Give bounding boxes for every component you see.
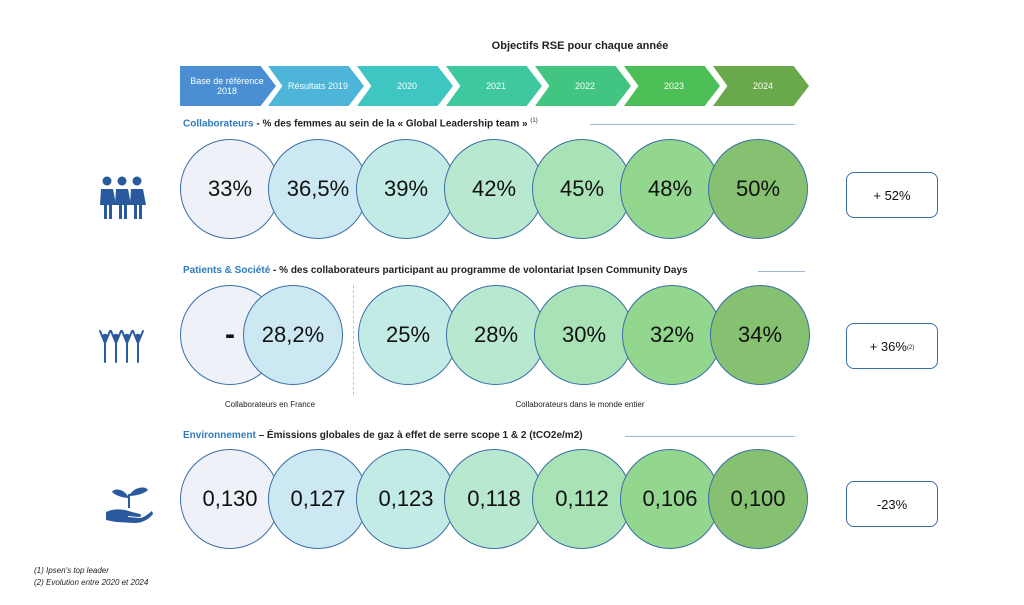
value-circle-2018: 0,130: [180, 449, 280, 549]
goals-title: Objectifs RSE pour chaque année: [491, 40, 669, 52]
value-circle-2021: 0,118: [444, 449, 544, 549]
section-description: - % des collaborateurs participant au pr…: [270, 265, 688, 276]
value-circle-2019: 28,2%: [243, 285, 343, 385]
value-circle-2023: 48%: [620, 139, 720, 239]
result-box-collaborateurs: + 52%: [846, 172, 938, 218]
footnote-ref: (2): [906, 345, 915, 351]
value-circle-2021: 42%: [444, 139, 544, 239]
caption-france: Collaborateurs en France: [224, 400, 316, 409]
section-title-collaborateurs: Collaborateurs - % des femmes au sein de…: [183, 118, 538, 129]
value-circle-2019: 36,5%: [268, 139, 368, 239]
value-circle-2019: 0,127: [268, 449, 368, 549]
footnote-2: (2) Evolution entre 2020 et 2024: [34, 578, 149, 587]
section-category: Collaborateurs: [183, 118, 254, 130]
value-circle-2020: 39%: [356, 139, 456, 239]
section-category: Environnement: [183, 430, 256, 441]
section-description: – Émissions globales de gaz à effet de s…: [255, 430, 583, 441]
value-circle-2022: 45%: [532, 139, 632, 239]
caption-worldwide: Collaborateurs dans le monde entier: [515, 400, 645, 409]
value-circle-2024: 34%: [710, 285, 810, 385]
chevron-2023: 2023: [624, 66, 720, 106]
section-rule: [758, 271, 805, 272]
value-circle-2023: 0,106: [620, 449, 720, 549]
footnote-1: (1) Ipsen's top leader: [34, 566, 109, 575]
footnote-ref: (1): [530, 118, 538, 124]
value-circle-2024: 50%: [708, 139, 808, 239]
chevron-baseline-2018: Base de référence 2018: [180, 66, 276, 106]
women-group-icon: [98, 175, 146, 226]
section-description: - % des femmes au sein de la « Global Le…: [253, 118, 531, 130]
result-value: + 36%: [869, 338, 907, 354]
chevron-results-2019: Résultats 2019: [268, 66, 364, 106]
chevron-2020: 2020: [357, 66, 453, 106]
value-circle-2020: 0,123: [356, 449, 456, 549]
section-rule: [590, 124, 795, 125]
chevron-2021: 2021: [446, 66, 542, 106]
result-value: + 52%: [873, 187, 911, 203]
value-circle-2018: 33%: [180, 139, 280, 239]
value-circle-2022: 0,112: [532, 449, 632, 549]
section-rule: [625, 436, 795, 437]
result-box-patients-societe: + 36% (2): [846, 323, 938, 369]
value-circle-2022: 30%: [534, 285, 634, 385]
section-category: Patients & Société: [183, 265, 271, 276]
value-circle-2020: 25%: [358, 285, 458, 385]
result-box-environnement: -23%: [846, 481, 938, 527]
value-circle-2023: 32%: [622, 285, 722, 385]
section-title-environnement: Environnement – Émissions globales de ga…: [183, 430, 583, 441]
chevron-2022: 2022: [535, 66, 631, 106]
value-circle-2021: 28%: [446, 285, 546, 385]
value-circle-2024: 0,100: [708, 449, 808, 549]
chevron-2024: 2024: [713, 66, 809, 106]
result-value: -23%: [876, 496, 908, 512]
scope-divider: [353, 285, 354, 395]
people-raising-hands-icon: [98, 328, 146, 369]
year-chevrons: Base de référence 2018 Résultats 2019 20…: [180, 66, 820, 106]
hand-plant-icon: [104, 484, 154, 529]
section-title-patients-societe: Patients & Société - % des collaborateur…: [183, 265, 688, 276]
